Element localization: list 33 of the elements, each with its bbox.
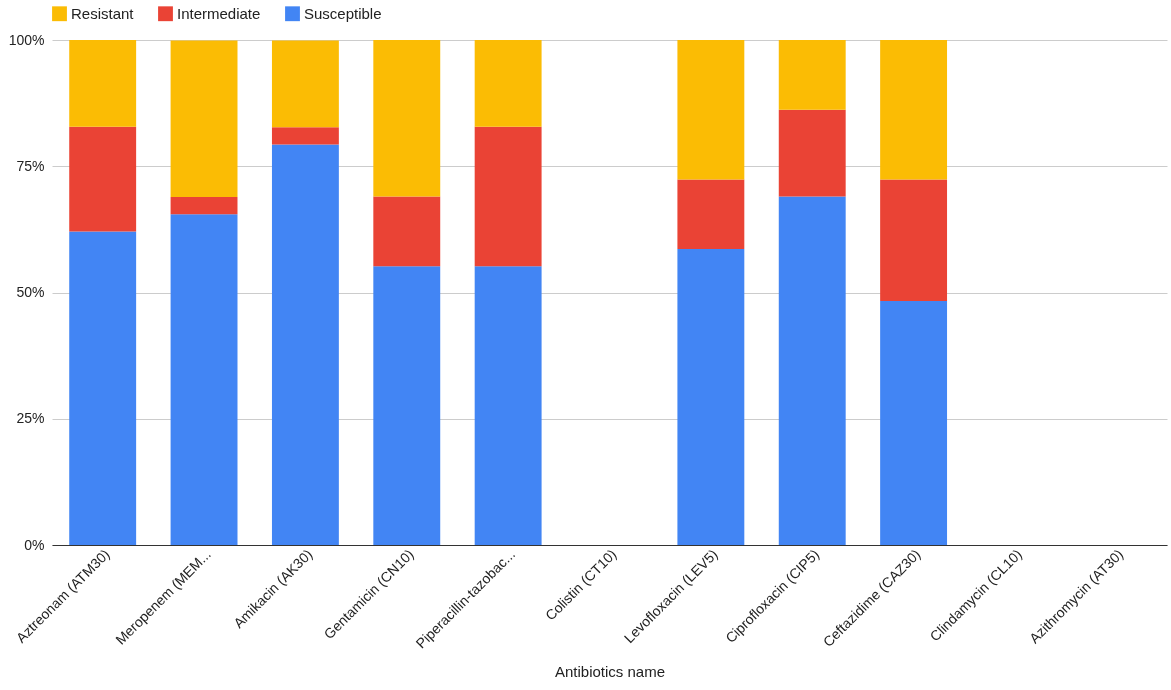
- bar: [474, 126, 542, 267]
- x-axis-title: Antibiotics name: [554, 663, 666, 681]
- bar: [170, 40, 238, 198]
- bar: [373, 266, 441, 545]
- bar: [271, 127, 339, 145]
- y-tick-label: 100%: [8, 31, 45, 48]
- bar: [880, 301, 948, 545]
- bar: [373, 40, 441, 197]
- bar: [778, 196, 846, 545]
- bar: [271, 144, 339, 545]
- bar: [373, 196, 441, 267]
- bar: [677, 40, 745, 180]
- bar: [778, 109, 846, 197]
- bar: [69, 40, 137, 127]
- legend-label: Susceptible: [304, 4, 382, 22]
- bar: [271, 40, 339, 128]
- y-tick-label: 0%: [24, 536, 45, 553]
- legend-label: Intermediate: [177, 4, 261, 22]
- bar: [677, 179, 745, 250]
- bar: [677, 249, 745, 545]
- y-tick-label: 25%: [16, 410, 45, 427]
- bar: [170, 197, 238, 215]
- bar: [474, 266, 542, 545]
- bar: [474, 40, 542, 127]
- bar: [778, 40, 846, 110]
- bar: [69, 126, 137, 232]
- bar: [880, 40, 948, 180]
- y-tick-label: 50%: [16, 284, 45, 300]
- legend-label: Resistant: [71, 4, 135, 22]
- bar: [69, 231, 137, 545]
- bar: [170, 214, 238, 545]
- bar: [880, 179, 948, 302]
- y-tick-label: 75%: [16, 157, 45, 174]
